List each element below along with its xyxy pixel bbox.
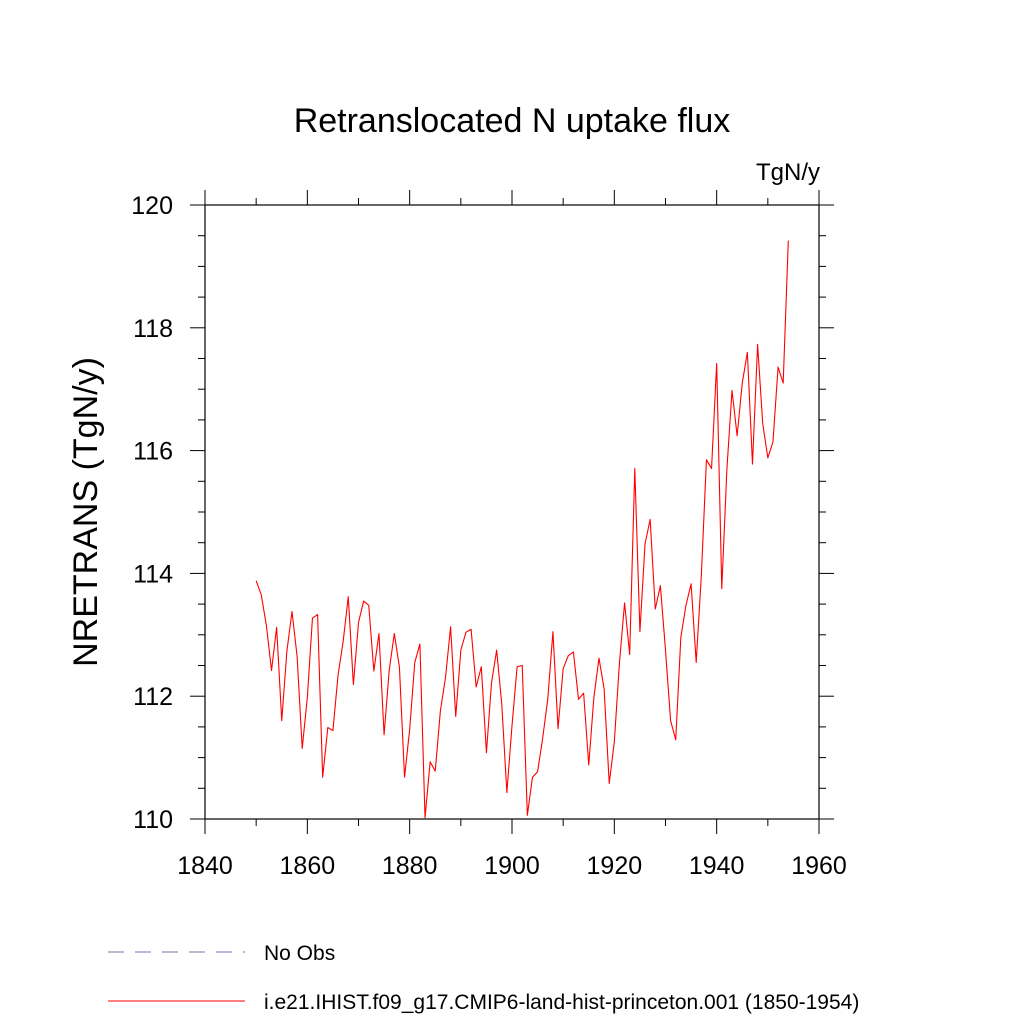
series-layer <box>255 240 789 819</box>
x-tick-label: 1960 <box>791 852 847 880</box>
x-tick-label: 1860 <box>280 852 336 880</box>
legend-label-model: i.e21.IHIST.f09_g17.CMIP6-land-hist-prin… <box>264 991 859 1014</box>
x-tick-label: 1920 <box>587 852 643 880</box>
axis-tick-labels: 1840 1860 1880 1900 1920 1940 1960 110 112 114 116… <box>131 192 847 880</box>
legend: No Obs i.e21.IHIST.f09_g17.CMIP6-land-hi… <box>108 942 859 1014</box>
x-tick-label: 1880 <box>382 852 438 880</box>
chart-title: Retranslocated N uptake flux <box>294 102 731 140</box>
y-tick-label: 116 <box>133 438 173 466</box>
x-tick-label: 1840 <box>177 852 233 880</box>
y-tick-label: 112 <box>133 683 173 711</box>
legend-label-no-obs: No Obs <box>264 942 335 965</box>
y-tick-label: 114 <box>133 560 173 588</box>
x-tick-label: 1900 <box>484 852 540 880</box>
units-label: TgN/y <box>756 159 820 186</box>
x-tick-label: 1940 <box>689 852 745 880</box>
axis-ticks <box>190 190 834 834</box>
y-axis-label: NRETRANS (TgN/y) <box>67 357 105 667</box>
y-tick-label: 118 <box>133 315 173 343</box>
series-line-model <box>255 240 789 819</box>
y-tick-label: 120 <box>131 192 173 220</box>
y-tick-label: 110 <box>133 806 173 834</box>
